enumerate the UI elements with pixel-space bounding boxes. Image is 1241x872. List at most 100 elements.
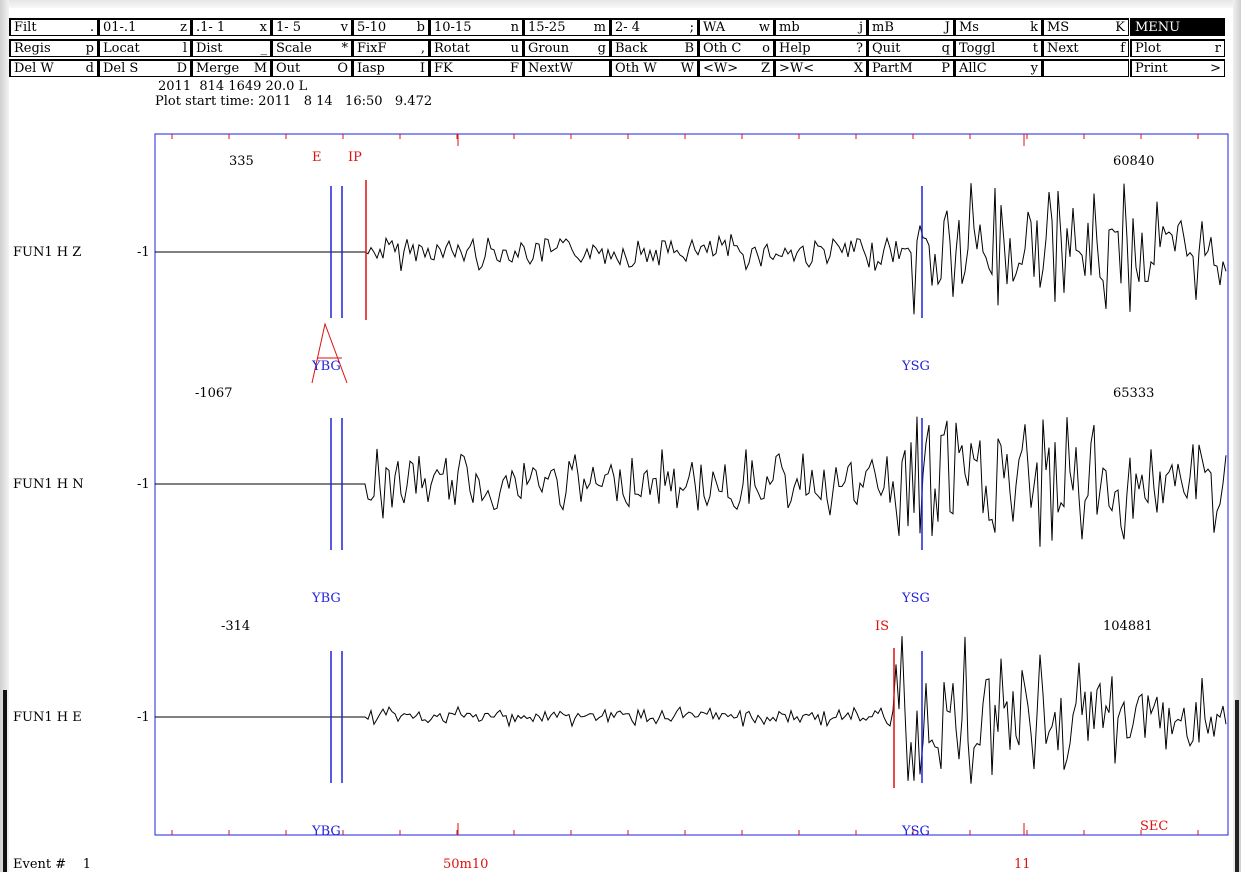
menu-button-label: 10-15 — [434, 20, 472, 35]
menu-row-2: Regis p Locat l Dist _ Scale * FixF, Rotat u Groun g… — [9, 39, 1233, 59]
menu-button-15-25-row1[interactable]: 15-25 m — [523, 18, 610, 36]
waveform-trace[interactable] — [155, 636, 1227, 784]
menu-button-label: mB — [872, 20, 894, 35]
menu-button-allc-row3[interactable]: AllC y — [954, 59, 1042, 77]
menu-button-iasp-row3[interactable]: Iasp I — [352, 59, 429, 77]
menu-button-filt-row1[interactable]: Filt. — [9, 18, 98, 36]
pick-label-is: IS — [875, 619, 889, 634]
menu-button-help-row2[interactable]: Help? — [774, 39, 867, 57]
menu-button-toggl-row2[interactable]: Toggl t — [954, 39, 1042, 57]
menu-button-back-row2[interactable]: Back B — [610, 39, 698, 57]
waveform-trace[interactable] — [155, 416, 1227, 547]
menu-button-01-1-row1[interactable]: 01-.1 z — [98, 18, 191, 36]
menu-button-plot-row2[interactable]: Plot r — [1130, 39, 1225, 57]
phase-label-ybg: YBG — [311, 591, 341, 606]
waveform-trace[interactable] — [155, 183, 1227, 315]
menu-button-label: Dist — [196, 41, 223, 56]
phase-label-ysg: YSG — [901, 591, 930, 606]
menu-button-shortcut: f — [1120, 41, 1125, 56]
menu-button-label: Out — [276, 61, 301, 76]
menu-button-2-4-row1[interactable]: 2- 4; — [610, 18, 698, 36]
menu-button-label: Scale — [276, 41, 312, 56]
menu-button-oth-w-row3[interactable]: Oth W W — [610, 59, 698, 77]
menu-button-fixf-row2[interactable]: FixF, — [352, 39, 429, 57]
menu-button-label: <W> — [703, 61, 739, 76]
menu-button-shortcut: J — [944, 20, 950, 35]
menu-button-label: Del W — [14, 61, 54, 76]
menu-button-shortcut: p — [85, 41, 94, 56]
menu-button-oth-c-row2[interactable]: Oth C o — [698, 39, 774, 57]
menu-button-shortcut: j — [858, 20, 863, 35]
menu-button-print-row3[interactable]: Print > — [1130, 59, 1225, 77]
menu-button-shortcut: l — [182, 41, 187, 56]
menu-button-ms-row1[interactable]: Ms k — [954, 18, 1042, 36]
amplitude-left: -1067 — [195, 386, 232, 401]
seismogram-plot[interactable]: FUN1 H Z -1 335 60840 YBG YSG FUN1 H N -1 -1067 6… — [9, 8, 1233, 872]
menu-button-label: Help — [779, 41, 811, 56]
menu-button-label: MS — [1047, 20, 1070, 35]
menu-button-label: Filt — [14, 20, 37, 35]
menu-button-shortcut: X — [853, 61, 863, 76]
menu-button-shortcut: P — [941, 61, 950, 76]
phase-label-ysg: YSG — [901, 824, 930, 839]
menu-button-shortcut: m — [593, 20, 606, 35]
menu-button-shortcut: g — [597, 41, 606, 56]
menu-button-shortcut: F — [509, 61, 519, 76]
menu-button-nextw-row3[interactable]: NextW — [523, 59, 610, 77]
menu-button-label: Locat — [103, 41, 140, 56]
menu-button-label: Iasp — [357, 61, 385, 76]
seismic-plot-window: Filt. 01-.1 z .1- 1 x 1- 5 v 5-10 b 10-15 n 15-25 m 2… — [9, 8, 1233, 872]
menu-button-quit-row2[interactable]: Quit q — [867, 39, 954, 57]
menu-button-label: Oth W — [615, 61, 657, 76]
menu-button-out-row3[interactable]: Out O — [271, 59, 352, 77]
menu-button-menu-row1[interactable]: MENU — [1130, 18, 1225, 36]
menu-button-merge-row3[interactable]: Merge M — [191, 59, 271, 77]
menu-button-w-row3[interactable]: >W< X — [774, 59, 867, 77]
menu-button-wa-row1[interactable]: WA w — [698, 18, 774, 36]
menu-button-label: Toggl — [959, 41, 996, 56]
menu-button-mb-row1[interactable]: mb j — [774, 18, 867, 36]
menu-button-label: 5-10 — [357, 20, 387, 35]
menu-button-shortcut: O — [337, 61, 348, 76]
menu-button-shortcut: u — [510, 41, 519, 56]
menu-button-scale-row2[interactable]: Scale * — [271, 39, 352, 57]
menu-button-label: Print — [1135, 61, 1168, 76]
menu-button-groun-row2[interactable]: Groun g — [523, 39, 610, 57]
menu-button-5-10-row1[interactable]: 5-10 b — [352, 18, 429, 36]
menu-button-fk-row3[interactable]: FK F — [429, 59, 523, 77]
event-header-line: 2011 814 1649 20.0 L — [158, 79, 308, 94]
menu-button-del-s-row3[interactable]: Del S D — [98, 59, 191, 77]
menu-button-shortcut: _ — [260, 41, 268, 56]
menu-button-ms-row1[interactable]: MS K — [1042, 18, 1129, 36]
menu-button-blank-row3[interactable] — [1042, 59, 1129, 77]
menu-button-label: Quit — [872, 41, 901, 56]
menu-row-3: Del W d Del S D Merge M Out O Iasp I FK F NextW Oth W… — [9, 59, 1233, 79]
phase-label-ybg: YBG — [311, 359, 341, 374]
window-top-edge — [0, 0, 1241, 8]
amplitude-pick-marker[interactable] — [311, 322, 348, 384]
menu-button-1-5-row1[interactable]: 1- 5 v — [271, 18, 352, 36]
menu-button-label: Back — [615, 41, 648, 56]
menu-button-shortcut: K — [1115, 20, 1125, 35]
baseline-value: -1 — [137, 710, 150, 725]
menu-button-rotat-row2[interactable]: Rotat u — [429, 39, 523, 57]
menu-button-regis-row2[interactable]: Regis p — [9, 39, 98, 57]
menu-button-w-row3[interactable]: <W> Z — [698, 59, 774, 77]
menu-button-next-row2[interactable]: Next f — [1042, 39, 1129, 57]
menu-button-10-15-row1[interactable]: 10-15 n — [429, 18, 523, 36]
menu-button-partm-row3[interactable]: PartM P — [867, 59, 954, 77]
menu-button-shortcut: k — [1030, 20, 1038, 35]
menu-button-shortcut: W — [680, 61, 694, 76]
menu-button-locat-row2[interactable]: Locat l — [98, 39, 191, 57]
plot-start-time: Plot start time: 2011 8 14 16:50 9.472 — [155, 94, 433, 109]
menu-button-shortcut: M — [253, 61, 267, 76]
station-label: FUN1 H Z — [13, 245, 81, 260]
menu-row-1: Filt. 01-.1 z .1- 1 x 1- 5 v 5-10 b 10-15 n 15-25 m 2… — [9, 18, 1233, 38]
menu-button-del-w-row3[interactable]: Del W d — [9, 59, 98, 77]
time-label-minute: 50m10 — [443, 857, 489, 872]
window-right-edge — [1233, 0, 1241, 872]
menu-button-mb-row1[interactable]: mB J — [867, 18, 954, 36]
menu-button-dist-row2[interactable]: Dist _ — [191, 39, 271, 57]
menu-button-1-1-row1[interactable]: .1- 1 x — [191, 18, 271, 36]
menu-button-shortcut: v — [340, 20, 348, 35]
